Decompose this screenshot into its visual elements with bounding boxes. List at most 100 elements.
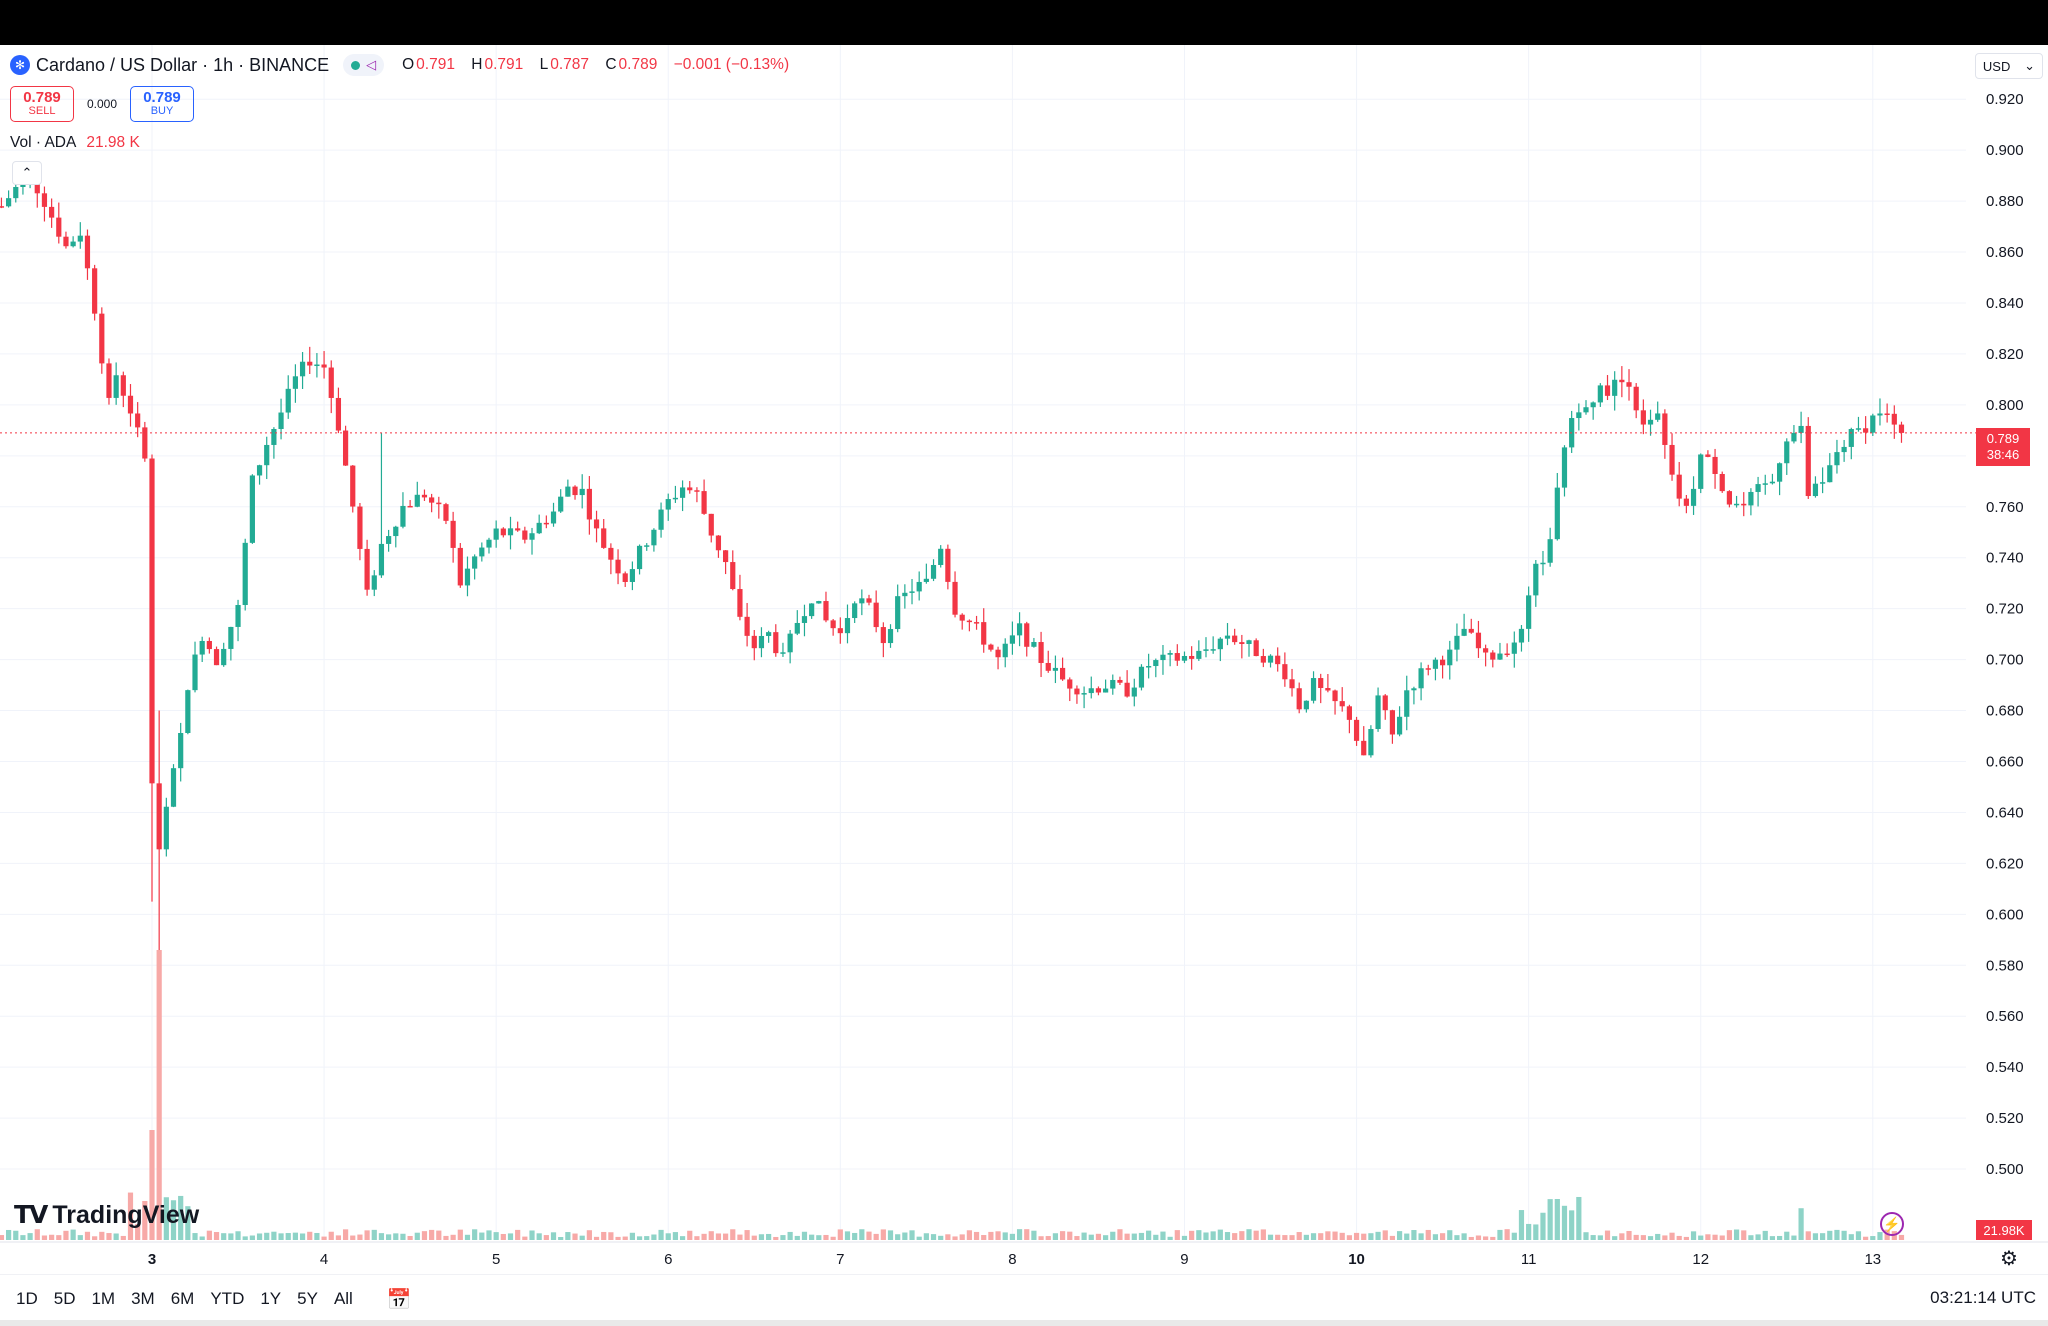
volume-bar: [264, 1232, 270, 1240]
volume-bar: [873, 1233, 879, 1240]
volume-bar: [1690, 1231, 1697, 1240]
candle-body: [1705, 454, 1711, 457]
volume-bar: [1490, 1236, 1496, 1240]
range-1m[interactable]: 1M: [91, 1289, 116, 1308]
utc-clock[interactable]: 03:21:14 UTC: [1930, 1288, 2036, 1307]
collapse-legend-button[interactable]: ⌃: [12, 161, 42, 185]
volume-bar: [1375, 1231, 1381, 1240]
volume-bar: [1504, 1229, 1510, 1240]
sell-button[interactable]: 0.789 SELL: [10, 86, 74, 122]
candle-body: [1346, 706, 1352, 720]
candle-body: [1375, 695, 1381, 730]
volume-bar: [536, 1233, 542, 1240]
volume-bar: [730, 1229, 736, 1240]
y-tick-label: 0.800: [1986, 397, 2024, 414]
volume-bar: [1633, 1234, 1639, 1240]
candle-body: [1224, 635, 1231, 639]
range-1y[interactable]: 1Y: [260, 1289, 282, 1308]
calendar-icon[interactable]: 📅: [386, 1288, 412, 1311]
candle-body: [436, 502, 442, 505]
candle-body: [206, 640, 212, 650]
symbol-title[interactable]: Cardano / US Dollar · 1h · BINANCE: [36, 54, 330, 75]
range-5d[interactable]: 5D: [53, 1289, 76, 1308]
x-tick-label: 11: [1521, 1251, 1537, 1268]
candle-body: [1877, 413, 1883, 416]
volume-value: 21.98 K: [86, 134, 140, 151]
volume-bar: [945, 1234, 951, 1240]
volume-bar: [27, 1233, 33, 1240]
price-chart[interactable]: 0.9200.9000.8800.8600.8400.8200.8000.780…: [0, 45, 2048, 1275]
buy-button[interactable]: 0.789 BUY: [130, 86, 194, 122]
range-5y[interactable]: 5Y: [297, 1289, 318, 1308]
candle-body: [235, 605, 241, 627]
candle-body: [1475, 632, 1482, 649]
candle-body: [794, 622, 800, 634]
volume-bar: [1669, 1232, 1675, 1240]
range-3m[interactable]: 3M: [131, 1289, 155, 1308]
candle-body: [199, 640, 205, 655]
range-ytd[interactable]: YTD: [210, 1289, 245, 1308]
volume-bar: [1898, 1234, 1905, 1240]
volume-bar: [1146, 1230, 1152, 1240]
volume-bar: [1353, 1232, 1360, 1240]
candle-body: [952, 581, 958, 615]
candle-body: [1432, 659, 1439, 669]
candle-body: [1081, 693, 1087, 695]
volume-bar: [507, 1233, 514, 1240]
volume-bar: [1325, 1231, 1331, 1240]
candle-body: [414, 494, 420, 507]
lightning-icon[interactable]: ⚡: [1880, 1212, 1904, 1236]
volume-bar: [1447, 1230, 1453, 1240]
range-6m[interactable]: 6M: [170, 1289, 195, 1308]
candle-body: [213, 649, 220, 666]
volume-bar: [830, 1236, 836, 1240]
volume-bar: [1303, 1234, 1309, 1240]
candle-body: [895, 596, 901, 630]
candle-body: [830, 620, 836, 629]
candle-body: [278, 412, 284, 430]
candle-body: [1404, 690, 1410, 717]
candle-body: [658, 509, 664, 530]
gear-icon[interactable]: ⚙: [2000, 1248, 2018, 1270]
last-price-tag: 0.789 38:46: [1976, 428, 2030, 466]
volume-bar: [823, 1234, 829, 1240]
volume-bar: [70, 1229, 76, 1240]
candle-body: [307, 361, 313, 366]
volume-bar: [1683, 1236, 1689, 1240]
candle-body: [1117, 679, 1123, 683]
market-status-pill[interactable]: ◁: [343, 54, 385, 76]
volume-bar: [859, 1229, 865, 1240]
candle-body: [1454, 635, 1460, 650]
candle-body: [1511, 642, 1517, 654]
x-tick-label: 6: [664, 1251, 672, 1268]
open-label: O: [402, 56, 415, 73]
candle-body: [1504, 653, 1510, 656]
volume-bar: [866, 1231, 872, 1240]
sell-price: 0.789: [23, 89, 61, 107]
volume-bar: [1483, 1236, 1489, 1240]
volume-legend[interactable]: Vol · ADA 21.98 K: [10, 134, 140, 152]
volume-bar: [6, 1229, 12, 1240]
candle-body: [1282, 664, 1288, 680]
candle-body: [923, 578, 929, 582]
range-1d[interactable]: 1D: [16, 1289, 38, 1308]
tradingview-logo[interactable]: 𝗧𝗩 TradingView: [14, 1200, 199, 1230]
candle-body: [887, 629, 894, 644]
open-value: 0.791: [416, 56, 455, 73]
candle-body: [1189, 655, 1195, 659]
volume-bar: [1346, 1235, 1352, 1240]
candle-body: [49, 206, 55, 218]
volume-bar: [213, 1232, 220, 1240]
candle-body: [679, 487, 686, 498]
volume-bar: [378, 1233, 385, 1240]
candle-body: [1260, 656, 1266, 663]
currency-select[interactable]: USD ⌄: [1975, 53, 2043, 79]
candle-body: [450, 520, 456, 548]
candle-body: [1841, 446, 1847, 453]
trade-buttons: 0.789 SELL 0.000 0.789 BUY: [10, 86, 194, 122]
market-open-dot-icon: [351, 60, 361, 70]
range-all[interactable]: All: [333, 1289, 353, 1308]
volume-bar: [1791, 1235, 1797, 1240]
candle-body: [1848, 429, 1854, 447]
candle-body: [163, 806, 169, 850]
